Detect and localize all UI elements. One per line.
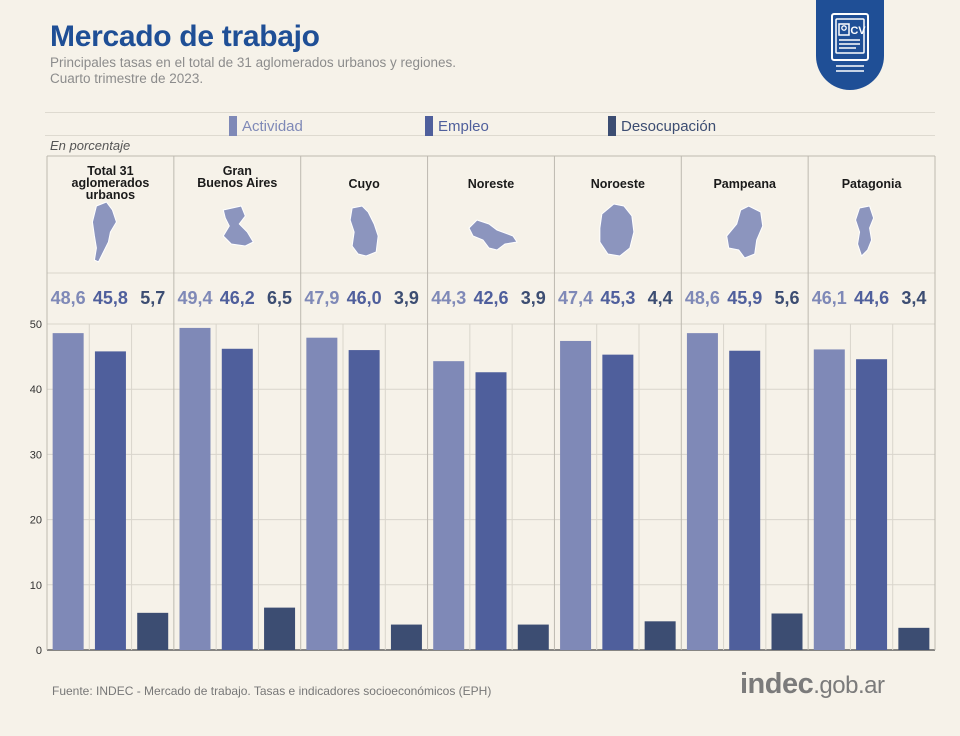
y-tick-label: 20 (30, 515, 42, 527)
bar-empleo (221, 348, 253, 650)
noreste-map-icon (468, 219, 518, 251)
value-label-desocupacion: 6,5 (267, 288, 292, 308)
source-note: Fuente: INDEC - Mercado de trabajo. Tasa… (52, 684, 492, 698)
value-label-actividad: 47,9 (304, 288, 339, 308)
value-label-empleo: 46,0 (347, 288, 382, 308)
page-subtitle: Principales tasas en el total de 31 aglo… (50, 55, 456, 87)
logo-main-text: indec (740, 668, 814, 700)
y-tick-label: 30 (30, 449, 42, 461)
bar-empleo (602, 354, 634, 650)
bar-desocupacion (137, 612, 169, 650)
category-label: urbanos (86, 188, 135, 202)
cv-badge-text: CV (850, 25, 866, 37)
bar-actividad (52, 333, 84, 650)
value-label-actividad: 46,1 (812, 288, 847, 308)
value-label-desocupacion: 3,4 (901, 288, 926, 308)
value-label-empleo: 44,6 (854, 288, 889, 308)
noroeste-map-icon (599, 203, 635, 257)
value-label-desocupacion: 3,9 (394, 288, 419, 308)
y-tick-label: 40 (30, 384, 42, 396)
bar-empleo (94, 351, 126, 650)
value-label-empleo: 45,3 (600, 288, 635, 308)
bar-desocupacion (390, 624, 422, 650)
category-label: Patagonia (842, 177, 903, 191)
legend-label-empleo: Empleo (438, 118, 489, 135)
value-label-actividad: 44,3 (431, 288, 466, 308)
bar-actividad (179, 327, 211, 650)
pampeana-map-icon (726, 205, 764, 259)
value-label-actividad: 47,4 (558, 288, 593, 308)
cv-document-icon: CV (831, 13, 869, 72)
value-label-empleo: 42,6 (473, 288, 508, 308)
unit-label: En porcentaje (50, 138, 131, 153)
category-label: Gran (223, 164, 252, 178)
indec-logo: indec.gob.ar (740, 668, 885, 701)
category-label: Noroeste (591, 177, 645, 191)
legend-label-actividad: Actividad (242, 118, 303, 135)
bar-desocupacion (644, 621, 676, 650)
category-label: Cuyo (349, 177, 381, 191)
bar-actividad (560, 340, 592, 650)
value-label-empleo: 45,9 (727, 288, 762, 308)
category-label: Buenos Aires (197, 176, 277, 190)
legend-swatch-actividad (229, 116, 237, 136)
bar-desocupacion (771, 613, 803, 650)
logo-suffix-text: .gob.ar (813, 672, 885, 699)
value-label-desocupacion: 4,4 (648, 288, 673, 308)
category-label: Noreste (468, 177, 515, 191)
subtitle-line-2: Cuarto trimestre de 2023. (50, 71, 204, 86)
chart-legend: Actividad Empleo Desocupación (45, 112, 935, 136)
category-label: Pampeana (713, 177, 777, 191)
bar-desocupacion (517, 624, 549, 650)
category-label: Total 31 (87, 164, 133, 178)
page-title: Mercado de trabajo (50, 20, 320, 53)
value-label-empleo: 45,8 (93, 288, 128, 308)
value-label-desocupacion: 5,6 (774, 288, 799, 308)
bar-desocupacion (264, 607, 296, 650)
bar-empleo (475, 372, 507, 650)
bar-empleo (729, 350, 761, 650)
bar-empleo (856, 359, 888, 650)
category-label: aglomerados (72, 176, 150, 190)
value-label-actividad: 49,4 (177, 288, 212, 308)
bar-actividad (433, 361, 465, 650)
patagonia-map-icon (855, 205, 875, 257)
bar-desocupacion (898, 627, 930, 650)
y-tick-label: 50 (30, 319, 42, 331)
legend-swatch-empleo (425, 116, 433, 136)
value-label-desocupacion: 3,9 (521, 288, 546, 308)
legend-label-desocupacion: Desocupación (621, 118, 717, 135)
value-label-desocupacion: 5,7 (140, 288, 165, 308)
subtitle-line-1: Principales tasas en el total de 31 aglo… (50, 55, 456, 70)
value-label-actividad: 48,6 (685, 288, 720, 308)
argentina-map-icon (91, 201, 117, 263)
cuyo-map-icon (349, 205, 379, 257)
bar-actividad (813, 349, 845, 650)
legend-swatch-desocupacion (608, 116, 616, 136)
bar-empleo (348, 350, 380, 650)
value-label-empleo: 46,2 (220, 288, 255, 308)
y-tick-label: 0 (36, 645, 42, 657)
bar-actividad (686, 333, 718, 650)
cv-badge: CV (816, 0, 884, 90)
y-tick-label: 10 (30, 580, 42, 592)
bar-actividad (306, 337, 338, 650)
gba-map-icon (222, 205, 254, 247)
value-label-actividad: 48,6 (51, 288, 86, 308)
